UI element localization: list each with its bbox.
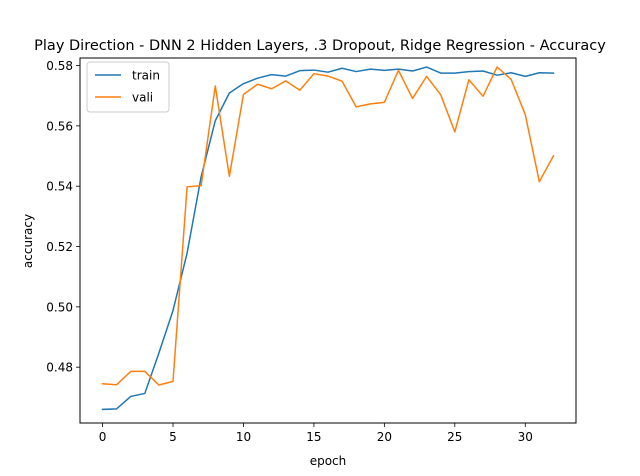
- legend-label-train: train: [132, 69, 160, 83]
- chart-legend: train vali: [86, 61, 170, 113]
- x-tick-label: 25: [447, 430, 462, 444]
- x-tick-label: 30: [518, 430, 533, 444]
- series-line-vali: [101, 66, 555, 386]
- y-tick-label: 0.50: [46, 300, 73, 314]
- x-tick-label: 15: [306, 430, 321, 444]
- y-tick-label: 0.56: [46, 119, 73, 133]
- x-tick-label: 10: [236, 430, 251, 444]
- y-tick-label: 0.48: [46, 361, 73, 375]
- series-layer: [101, 66, 555, 411]
- plot-frame: [79, 57, 577, 424]
- y-axis-label: accuracy: [21, 214, 35, 268]
- x-tick-label: 5: [169, 430, 177, 444]
- plot-area: [79, 57, 577, 424]
- chart-title: Play Direction - DNN 2 Hidden Layers, .3…: [34, 38, 606, 54]
- x-axis-ticks: 0 5 10 15 20 25 30: [99, 423, 533, 444]
- x-axis-label: epoch: [310, 454, 347, 468]
- y-tick-label: 0.54: [46, 180, 73, 194]
- x-tick-label: 0: [99, 430, 107, 444]
- y-axis-ticks: 0.48 0.50 0.52 0.54 0.56 0.58: [46, 59, 80, 375]
- y-tick-label: 0.58: [46, 59, 73, 73]
- y-tick-label: 0.52: [46, 240, 73, 254]
- x-tick-label: 20: [377, 430, 392, 444]
- series-line-train: [101, 66, 555, 411]
- legend-label-vali: vali: [132, 91, 153, 105]
